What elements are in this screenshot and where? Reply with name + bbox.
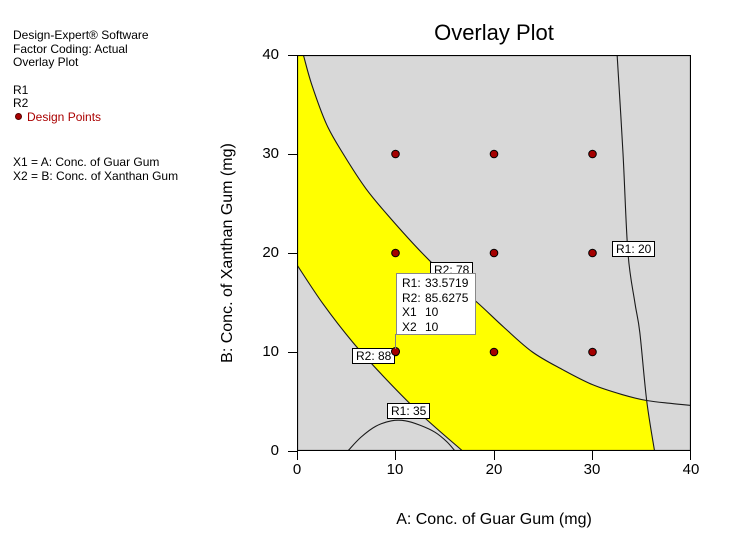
- design-points-legend-label: Design Points: [27, 109, 102, 124]
- flag-row-x1: X1 10: [402, 305, 439, 319]
- x-tick-mark: [690, 451, 691, 460]
- design-point[interactable]: [391, 149, 400, 159]
- x-tick-label: 0: [292, 461, 302, 478]
- x-tick-label: 10: [386, 461, 404, 478]
- design-point-legend-marker-icon: [15, 113, 22, 121]
- factor-x2-definition: X2 = B: Conc. of Xanthan Gum: [13, 168, 179, 183]
- design-point[interactable]: [588, 347, 597, 357]
- x-tick-mark: [494, 451, 495, 460]
- contour-flag-r2-88[interactable]: R2: 88: [352, 348, 396, 364]
- y-tick-label: 30: [262, 145, 279, 162]
- x-tick-label: 30: [583, 461, 601, 478]
- design-point[interactable]: [588, 248, 597, 258]
- y-tick-mark: [288, 154, 297, 155]
- x-tick-mark: [395, 451, 396, 460]
- contour-flag-r1-35[interactable]: R1: 35: [387, 403, 431, 419]
- design-point[interactable]: [588, 149, 597, 159]
- response-r1: R1: [13, 82, 29, 97]
- design-point[interactable]: [489, 347, 499, 357]
- plot-type: Overlay Plot: [13, 55, 79, 69]
- y-tick-mark: [288, 55, 297, 56]
- design-point[interactable]: [489, 248, 499, 258]
- flag-row-r2: R2: 85.6275: [402, 290, 469, 305]
- y-tick-label: 40: [262, 46, 279, 63]
- plot-title: Overlay Plot: [434, 20, 554, 45]
- y-tick-label: 20: [262, 244, 279, 261]
- y-tick-mark: [288, 253, 297, 254]
- contour-line-r1-35: [347, 419, 456, 451]
- software-name: Design-Expert® Software: [13, 28, 149, 42]
- plot-border: [297, 55, 691, 451]
- prediction-flag[interactable]: R1: 33.5719 R2: 85.6275 X1 10 X2 10: [396, 273, 476, 335]
- legend-sidebar: Design-Expert® Software Factor Coding: A…: [13, 28, 179, 183]
- x-tick-mark: [297, 451, 298, 460]
- flag-row-r1: R1: 33.5719: [402, 276, 469, 290]
- y-tick-label: 0: [270, 442, 279, 459]
- contour-flag-r1-20[interactable]: R1: 20: [612, 241, 656, 257]
- x-tick-mark: [592, 451, 593, 460]
- y-axis-title: B: Conc. of Xanthan Gum (mg): [219, 143, 236, 363]
- design-point[interactable]: [391, 248, 400, 258]
- y-tick-mark: [288, 352, 297, 353]
- design-points-legend: Design Points: [13, 109, 178, 125]
- y-tick-mark: [288, 451, 297, 452]
- x-axis-title: A: Conc. of Guar Gum (mg): [396, 511, 592, 528]
- contour-line-r2-78: [302, 55, 691, 407]
- flag-row-x2: X2 10: [402, 319, 439, 334]
- factor-x1-definition: X1 = A: Conc. of Guar Gum: [13, 155, 160, 169]
- response-r2: R2: [13, 96, 29, 110]
- x-tick-label: 40: [682, 461, 700, 478]
- x-tick-label: 20: [485, 461, 503, 478]
- design-point[interactable]: [489, 149, 499, 159]
- overlay-plot-area[interactable]: R2: 78 R2: 88 R1: 35 R1: 20 R1: 33.5719 R…: [297, 55, 691, 451]
- y-tick-label: 10: [262, 343, 279, 360]
- factor-coding: Factor Coding: Actual: [13, 41, 128, 56]
- flag-pole: [395, 334, 396, 349]
